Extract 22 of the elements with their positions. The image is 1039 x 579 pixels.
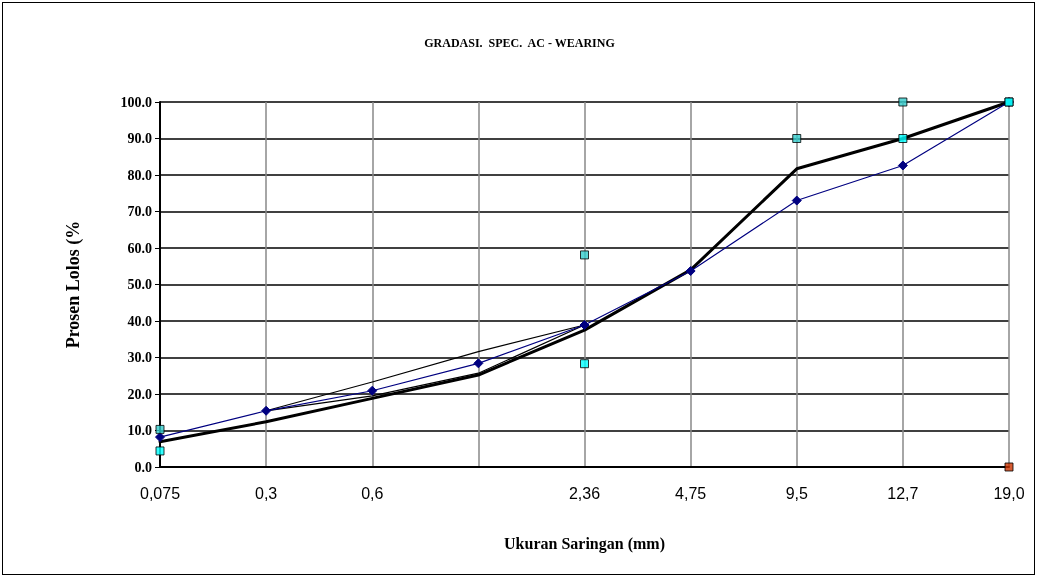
y-tick-label: 0.0 bbox=[134, 459, 152, 475]
y-tick-label: 80.0 bbox=[127, 167, 152, 183]
y-tick-label: 70.0 bbox=[127, 204, 152, 219]
x-tick-label: 4,75 bbox=[675, 484, 707, 502]
y-tick-label: 100.0 bbox=[120, 94, 152, 110]
x-tick-label: 9,5 bbox=[785, 484, 808, 502]
y-tick-label: 20.0 bbox=[127, 386, 152, 402]
x-tick-label: 0,3 bbox=[255, 484, 278, 502]
x-tick-label: 0,6 bbox=[361, 484, 384, 502]
y-tick-label: 10.0 bbox=[127, 423, 152, 438]
y-tick-label: 90.0 bbox=[127, 131, 152, 146]
y-tick-label: 40.0 bbox=[127, 313, 152, 329]
y-tick-label: 60.0 bbox=[127, 240, 152, 256]
x-tick-label: 12,7 bbox=[887, 484, 919, 502]
y-tick-label: 30.0 bbox=[127, 350, 152, 365]
x-tick-label: 19,0 bbox=[993, 484, 1025, 502]
x-axis-title: Ukuran Saringan (mm) bbox=[504, 534, 665, 553]
chart-title: GRADASI. SPEC. AC - WEARING bbox=[424, 36, 615, 50]
y-tick-label: 50.0 bbox=[127, 277, 152, 292]
x-tick-label: 0,075 bbox=[139, 484, 181, 502]
y-axis-title: Prosen Lolos (% bbox=[63, 220, 84, 349]
x-tick-label: 2,36 bbox=[568, 484, 601, 502]
